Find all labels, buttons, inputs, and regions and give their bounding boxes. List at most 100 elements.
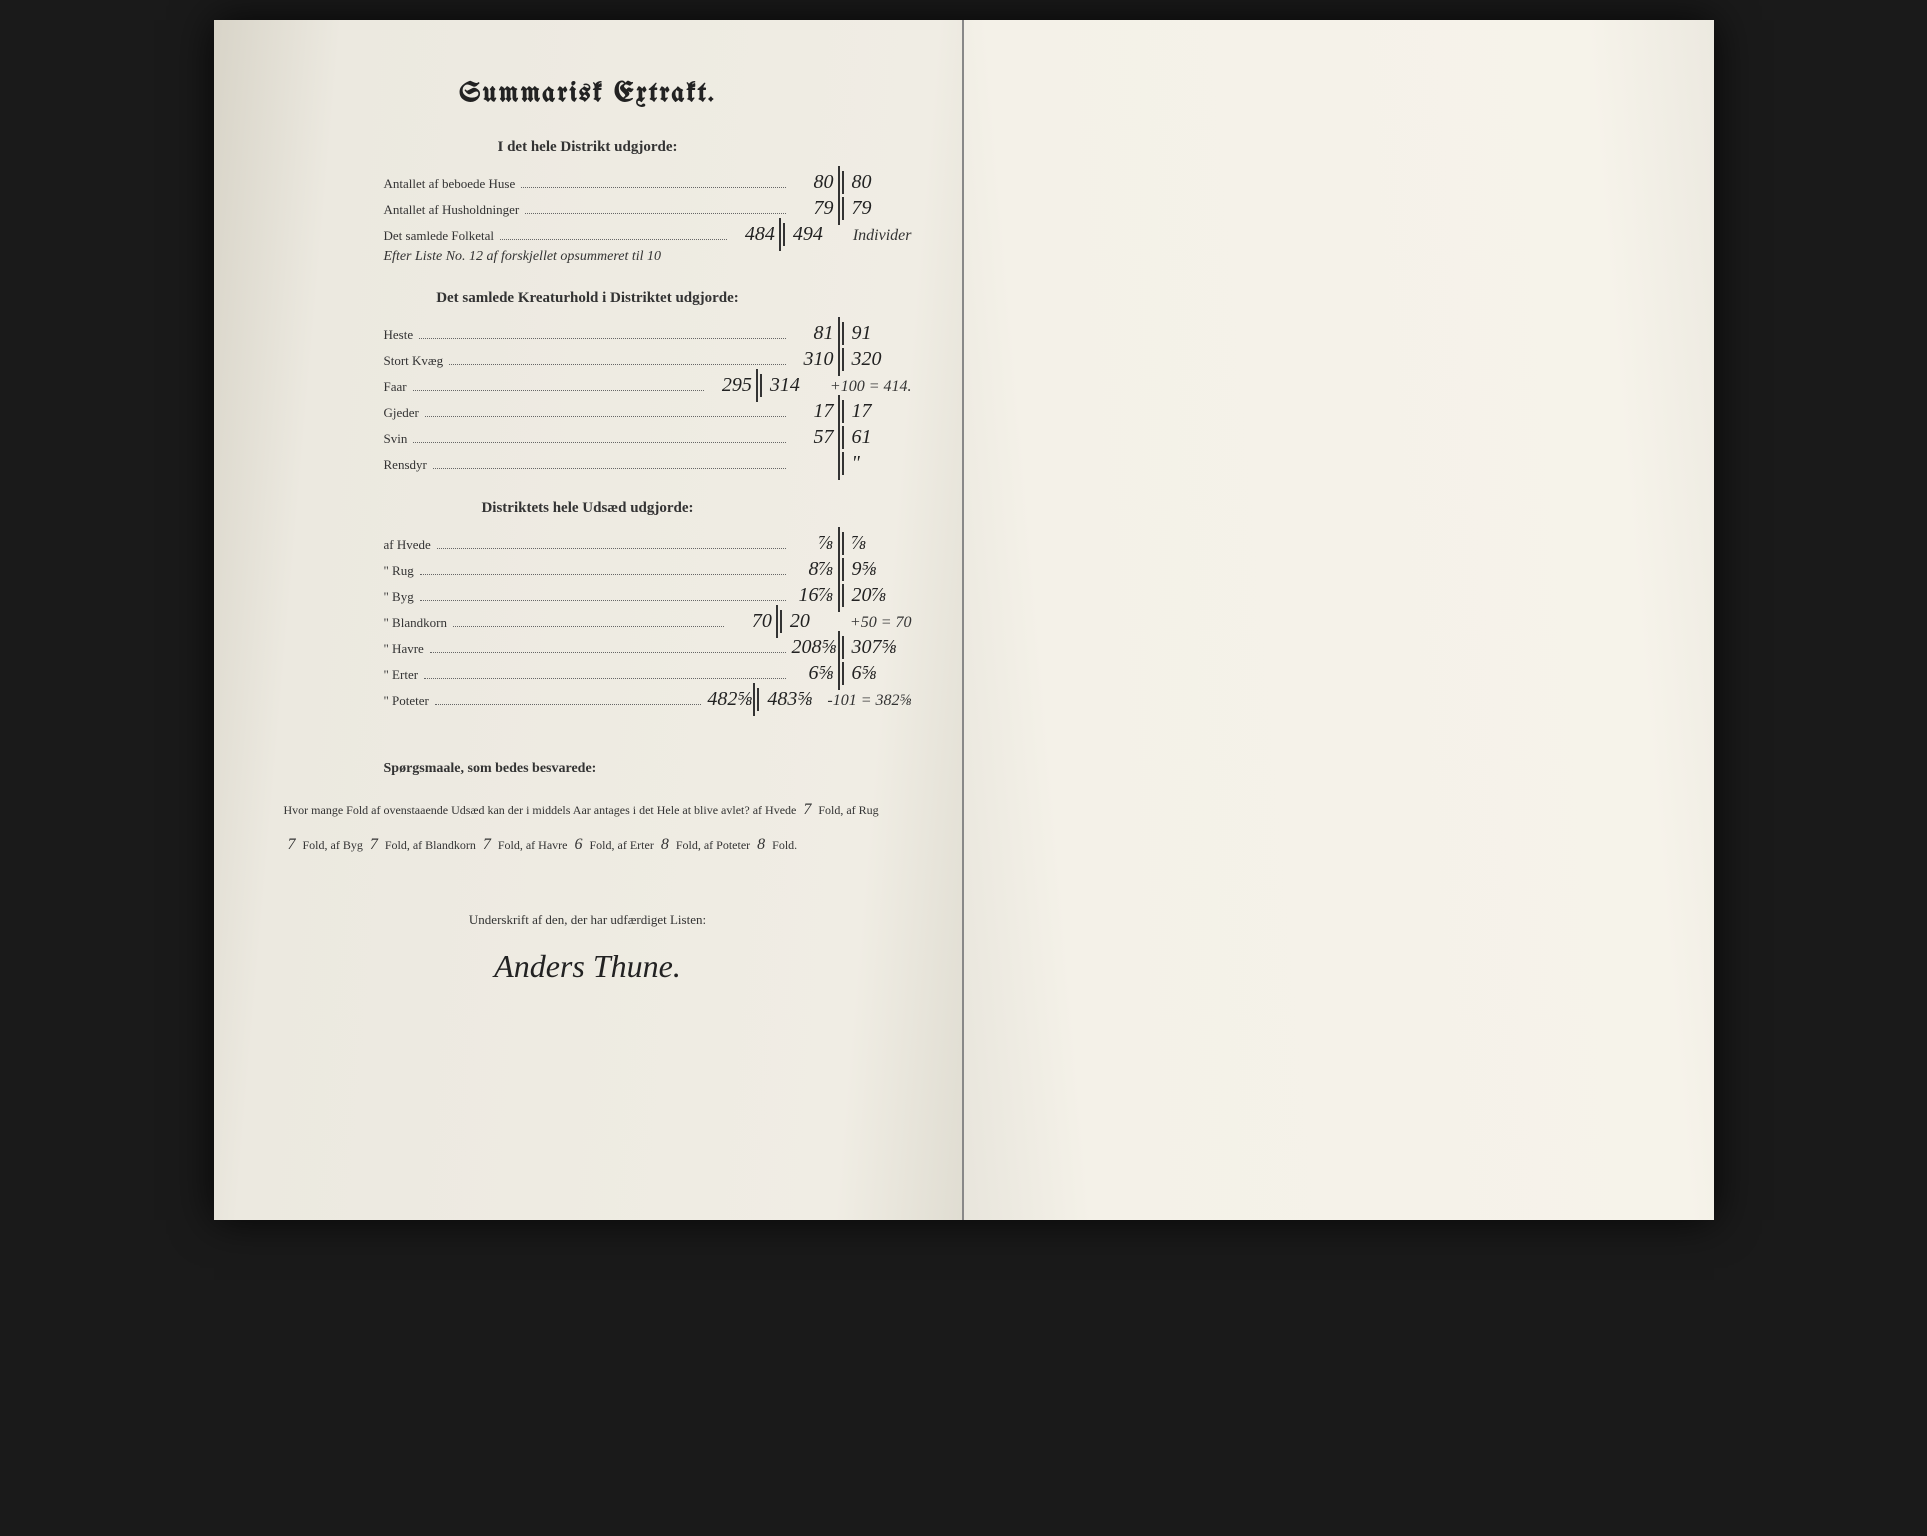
questions-section: Spørgsmaale, som bedes besvarede: Hvor m…	[264, 761, 912, 862]
value-2: 6⅝	[842, 662, 902, 685]
dot-leader	[453, 626, 724, 627]
q-item-value: 6	[571, 836, 587, 853]
dot-leader	[424, 678, 785, 679]
value-2: 307⅝	[842, 636, 902, 659]
q-item-label: af Byg	[331, 838, 363, 852]
dot-leader	[433, 468, 786, 469]
dot-leader	[525, 213, 785, 214]
value-1: 81	[792, 322, 842, 345]
value-1: 17	[792, 400, 842, 423]
section2-rows: Heste 81 91 Stort Kvæg 310 320 Faar 295 …	[264, 322, 912, 475]
table-row: " Byg 16⅞ 20⅞	[264, 584, 912, 607]
table-row: " Erter 6⅝ 6⅝	[264, 662, 912, 685]
signature-name: Anders Thune.	[264, 948, 912, 985]
table-row: Svin 57 61	[264, 426, 912, 449]
q-item-value: 8	[657, 836, 673, 853]
row-label: " Blandkorn	[384, 615, 447, 631]
q-item-label: af Poteter	[704, 838, 750, 852]
row-label: Svin	[384, 431, 408, 447]
q-item-value: 8	[753, 836, 769, 853]
q-item-label: af Blandkorn	[413, 838, 476, 852]
value-1: 16⅞	[792, 584, 842, 607]
value-2: 20⅞	[842, 584, 902, 607]
row-label: Antallet af beboede Huse	[384, 176, 516, 192]
q-item-unit: Fold,	[385, 838, 410, 852]
dot-leader	[449, 364, 785, 365]
dot-leader	[500, 239, 727, 240]
section1-heading: I det hele Distrikt udgjorde:	[264, 139, 912, 156]
dot-leader	[430, 652, 786, 653]
table-row: Stort Kvæg 310 320	[264, 348, 912, 371]
value-1: 57	[792, 426, 842, 449]
value-1: 310	[792, 348, 842, 371]
book-spread: Summarisk Extrakt. I det hele Distrikt u…	[214, 20, 1714, 1220]
row-label: Antallet af Husholdninger	[384, 202, 520, 218]
table-row: " Blandkorn 70 20 +50 = 70	[264, 610, 912, 633]
value-2: 320	[842, 348, 902, 371]
row-note: Individer	[843, 227, 912, 245]
row-label: Heste	[384, 327, 414, 343]
section3-heading: Distriktets hele Udsæd udgjorde:	[264, 500, 912, 517]
q-item-label: af Erter	[618, 838, 654, 852]
value-1: 484	[733, 223, 783, 246]
row-note: +50 = 70	[840, 614, 912, 632]
dot-leader	[420, 574, 786, 575]
row-note: +100 = 414.	[820, 378, 912, 396]
q-item-value: 7	[284, 836, 300, 853]
table-row: Faar 295 314 +100 = 414.	[264, 374, 912, 397]
value-2: "	[842, 452, 902, 475]
row-label: Det samlede Folketal	[384, 228, 494, 244]
q-item-value: 7	[366, 836, 382, 853]
table-row: Gjeder 17 17	[264, 400, 912, 423]
value-2: 79	[842, 197, 902, 220]
left-page: Summarisk Extrakt. I det hele Distrikt u…	[214, 20, 964, 1220]
row-label: " Rug	[384, 563, 414, 579]
q-item-value: 7	[479, 836, 495, 853]
dot-leader	[420, 600, 786, 601]
value-1: 80	[792, 171, 842, 194]
q-item-unit: Fold,	[303, 838, 328, 852]
value-2: 17	[842, 400, 902, 423]
value-1: ⅞	[792, 532, 842, 555]
dot-leader	[437, 548, 786, 549]
row-label: " Erter	[384, 667, 419, 683]
value-2: 483⅝	[757, 688, 817, 711]
value-1: 295	[710, 374, 760, 397]
section3-rows: af Hvede ⅞ ⅞ " Rug 8⅞ 9⅝ " Byg 16⅞ 20⅞	[264, 532, 912, 711]
section1-rows: Antallet af beboede Huse 80 80 Antallet …	[264, 171, 912, 246]
table-row: Rensdyr "	[264, 452, 912, 475]
table-row: Det samlede Folketal 484 494 Individer	[264, 223, 912, 246]
signature-heading: Underskrift af den, der har udfærdiget L…	[264, 912, 912, 928]
row-label: " Poteter	[384, 693, 429, 709]
q-item-unit: Fold.	[772, 838, 797, 852]
dot-leader	[413, 442, 785, 443]
value-2: ⅞	[842, 532, 902, 555]
value-1: 8⅞	[792, 558, 842, 581]
section2-heading: Det samlede Kreaturhold i Distriktet udg…	[264, 290, 912, 307]
dot-leader	[521, 187, 785, 188]
questions-body: Hvor mange Fold af ovenstaaende Udsæd ka…	[264, 792, 912, 862]
table-row: Antallet af Husholdninger 79 79	[264, 197, 912, 220]
q-item-label: af Hvede	[753, 803, 797, 817]
q-item-label: af Havre	[526, 838, 568, 852]
dot-leader	[435, 704, 701, 705]
row-label: Gjeder	[384, 405, 419, 421]
table-row: Heste 81 91	[264, 322, 912, 345]
value-1: 208⅝	[792, 636, 842, 659]
row-label: " Havre	[384, 641, 424, 657]
value-2: 91	[842, 322, 902, 345]
row-label: af Hvede	[384, 537, 431, 553]
value-2: 9⅝	[842, 558, 902, 581]
q-item-unit: Fold,	[590, 838, 615, 852]
value-2: 61	[842, 426, 902, 449]
row-label: Faar	[384, 379, 407, 395]
dot-leader	[425, 416, 786, 417]
q-item-unit: Fold,	[498, 838, 523, 852]
dot-leader	[419, 338, 785, 339]
value-2: 314	[760, 374, 820, 397]
dot-leader	[413, 390, 704, 391]
page-title: Summarisk Extrakt.	[264, 80, 912, 109]
value-1: 6⅝	[792, 662, 842, 685]
value-1: 482⅝	[707, 688, 757, 711]
table-row: " Rug 8⅞ 9⅝	[264, 558, 912, 581]
